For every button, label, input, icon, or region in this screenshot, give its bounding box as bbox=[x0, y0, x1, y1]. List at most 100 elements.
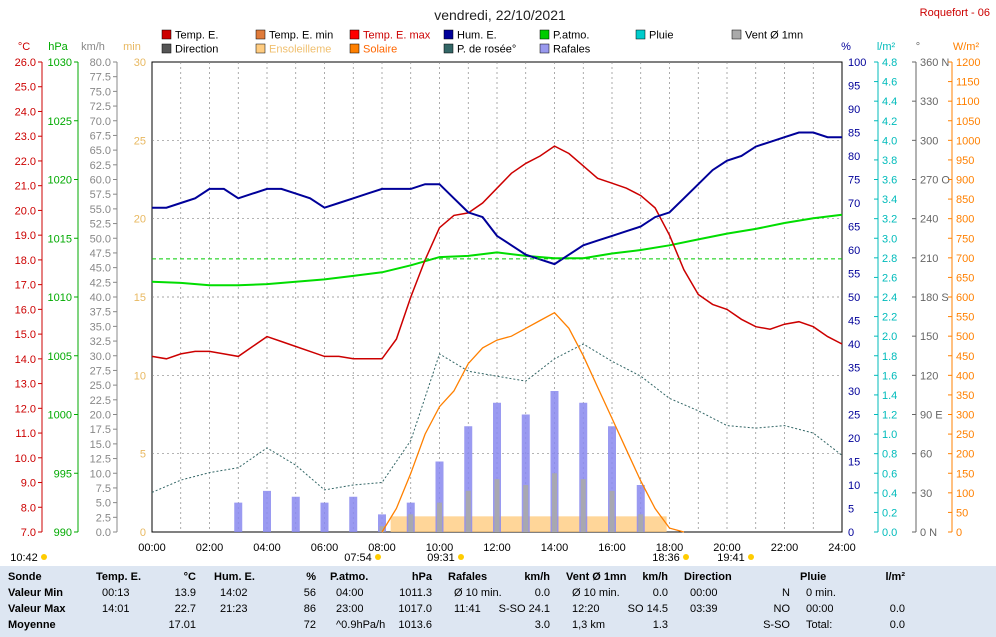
wind-tick-label: 45.0 bbox=[90, 263, 111, 275]
summary-cell-value: 0.0 bbox=[652, 587, 668, 599]
bar-rafales bbox=[320, 502, 329, 532]
wind-tick-label: 7.5 bbox=[96, 483, 111, 495]
summary-cell-time: Ø 10 min. bbox=[572, 587, 620, 599]
summary-cell-value: 3.0 bbox=[534, 619, 550, 631]
rain-unit: l/m² bbox=[877, 41, 896, 53]
temp-tick-label: 11.0 bbox=[15, 428, 36, 440]
solar-tick-label: 800 bbox=[956, 214, 974, 226]
press-tick-label: 1010 bbox=[48, 292, 72, 304]
press-tick-label: 1015 bbox=[48, 233, 72, 245]
time-tick-label: 04:00 bbox=[253, 542, 281, 554]
legend-label: Vent Ø 1mn bbox=[745, 30, 803, 42]
dir-tick-label: 210 bbox=[920, 253, 938, 265]
summary-cell-value: 56 bbox=[303, 587, 316, 599]
press-tick-label: 1005 bbox=[48, 351, 72, 363]
summary-cell-value: 0.0 bbox=[534, 587, 550, 599]
summary-cell-value: NO bbox=[773, 603, 791, 615]
summary-cell-time: ^0.9hPa/h bbox=[336, 619, 386, 631]
temp-tick-label: 26.0 bbox=[15, 57, 36, 69]
solar-tick-label: 400 bbox=[956, 370, 974, 382]
summary-cell-time: 03:39 bbox=[690, 603, 718, 615]
press-tick-label: 1020 bbox=[48, 175, 72, 187]
dir-tick-label: 270 O bbox=[920, 175, 950, 187]
summary-cell-value: S-SO 24.1 bbox=[498, 603, 550, 615]
wind-tick-label: 67.5 bbox=[90, 130, 111, 142]
summary-cell-time: 21:23 bbox=[220, 603, 248, 615]
solar-tick-label: 750 bbox=[956, 233, 974, 245]
summary-cell-value: 1011.3 bbox=[399, 587, 432, 599]
rain-tick-label: 3.2 bbox=[882, 214, 897, 226]
legend-swatch bbox=[635, 29, 646, 40]
wind-tick-label: 50.0 bbox=[90, 233, 111, 245]
summary-cell-time: 23:00 bbox=[336, 603, 364, 615]
temp-tick-label: 19.0 bbox=[15, 230, 36, 242]
legend-swatch bbox=[161, 43, 172, 54]
legend-label: Ensoleilleme bbox=[269, 44, 331, 56]
series-solaire bbox=[381, 311, 685, 533]
wind-tick-label: 55.0 bbox=[90, 204, 111, 216]
dir-unit: ° bbox=[916, 41, 920, 53]
dir-tick-label: 300 bbox=[920, 135, 938, 147]
bar-rafales bbox=[435, 461, 444, 532]
temp-tick-label: 18.0 bbox=[15, 255, 36, 267]
bar-vent-1mn bbox=[437, 502, 442, 532]
summary-cell-value: 1013.6 bbox=[398, 619, 432, 631]
wind-tick-label: 75.0 bbox=[90, 86, 111, 98]
rain-tick-label: 1.8 bbox=[882, 351, 897, 363]
legend-label: Temp. E. max bbox=[363, 30, 431, 42]
hum-tick-label: 65 bbox=[848, 222, 860, 234]
sun-unit: min bbox=[123, 41, 141, 53]
wind-tick-label: 72.5 bbox=[90, 101, 111, 113]
bar-rafales bbox=[234, 502, 243, 532]
wind-tick-label: 20.0 bbox=[90, 410, 111, 422]
rain-tick-label: 4.2 bbox=[882, 116, 897, 128]
summary-cell-time: 00:00 bbox=[806, 603, 834, 615]
dir-tick-label: 120 bbox=[920, 370, 938, 382]
solar-tick-label: 500 bbox=[956, 331, 974, 343]
temp-tick-label: 22.0 bbox=[15, 156, 36, 168]
temp-tick-label: 17.0 bbox=[15, 280, 36, 292]
wind-tick-label: 57.5 bbox=[90, 189, 111, 201]
hum-tick-label: 50 bbox=[848, 292, 860, 304]
solar-tick-label: 600 bbox=[956, 292, 974, 304]
summary-cell-value: SO 14.5 bbox=[627, 603, 668, 615]
marker-sun-icon bbox=[748, 554, 754, 560]
summary-header: P.atmo. bbox=[330, 571, 369, 583]
wind-tick-label: 27.5 bbox=[90, 365, 111, 377]
legend-swatch bbox=[539, 43, 550, 54]
hum-tick-label: 20 bbox=[848, 433, 860, 445]
temp-tick-label: 23.0 bbox=[15, 131, 36, 143]
wind-tick-label: 15.0 bbox=[90, 439, 111, 451]
summary-cell-time: 00:13 bbox=[102, 587, 130, 599]
hum-tick-label: 35 bbox=[848, 363, 860, 375]
summary-cell-value: 22.7 bbox=[174, 603, 196, 615]
solar-tick-label: 0 bbox=[956, 527, 962, 539]
marker-sun-icon bbox=[41, 554, 47, 560]
wind-tick-label: 5.0 bbox=[96, 498, 111, 510]
summary-cell-time: 00:00 bbox=[690, 587, 718, 599]
sun-tick-label: 25 bbox=[134, 135, 146, 147]
summary-cell-time: 04:00 bbox=[336, 587, 364, 599]
solar-tick-label: 550 bbox=[956, 312, 974, 324]
marker-sun-icon bbox=[683, 554, 689, 560]
rain-tick-label: 2.2 bbox=[882, 312, 897, 324]
solar-tick-label: 950 bbox=[956, 155, 974, 167]
rain-tick-label: 3.4 bbox=[882, 194, 897, 206]
wind-tick-label: 2.5 bbox=[96, 512, 111, 524]
wind-tick-label: 0.0 bbox=[96, 527, 111, 539]
time-tick-label: 06:00 bbox=[311, 542, 339, 554]
solar-tick-label: 650 bbox=[956, 272, 974, 284]
hum-tick-label: 10 bbox=[848, 480, 860, 492]
rain-tick-label: 4.4 bbox=[882, 96, 897, 108]
legend-label: Temp. E. min bbox=[269, 30, 333, 42]
wind-tick-label: 47.5 bbox=[90, 248, 111, 260]
solar-tick-label: 250 bbox=[956, 429, 974, 441]
hum-tick-label: 15 bbox=[848, 457, 860, 469]
summary-header: Rafales bbox=[448, 571, 488, 583]
dir-tick-label: 330 bbox=[920, 96, 938, 108]
left-axes: 26.0 25.0 24.0 23.0 22.0 21.0 20.0 19.0 18.0 17.0… bbox=[15, 41, 146, 539]
sun-tick-label: 15 bbox=[134, 292, 146, 304]
legend-label: Hum. E. bbox=[457, 30, 497, 42]
rain-tick-label: 0.8 bbox=[882, 449, 897, 461]
bar-rafales bbox=[291, 496, 300, 532]
